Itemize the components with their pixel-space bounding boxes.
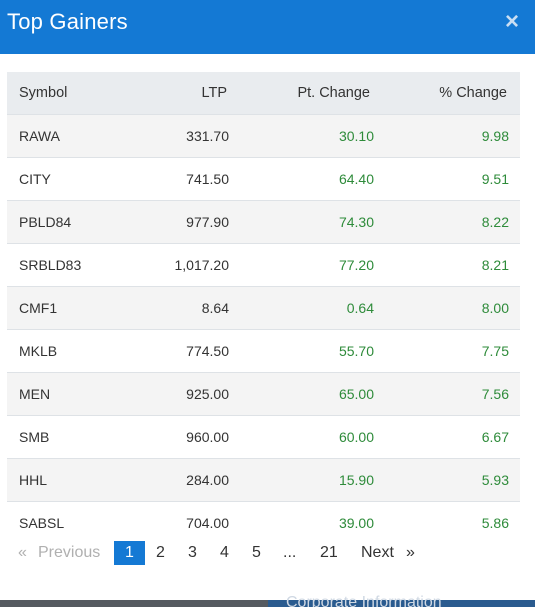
table-row: CMF1 8.64 0.64 8.00 [7, 286, 520, 329]
table-row: CITY 741.50 64.40 9.51 [7, 157, 520, 200]
row-pt-change: 0.64 [346, 299, 374, 316]
prev-arrow-icon: « [18, 544, 27, 561]
footer-panel [268, 600, 535, 607]
row-pt-change: 39.00 [338, 514, 374, 531]
row-pt-change: 77.20 [338, 256, 374, 273]
header-ltp[interactable]: LTP [201, 84, 227, 101]
table-row: HHL 284.00 15.90 5.93 [7, 458, 520, 501]
table-header-row: Symbol LTP Pt. Change % Change [7, 72, 520, 114]
row-symbol[interactable]: PBLD84 [19, 213, 72, 230]
row-ltp: 704.00 [186, 514, 229, 531]
row-pt-change: 55.70 [338, 342, 374, 359]
row-ltp: 1,017.20 [174, 256, 230, 273]
page-button-4[interactable]: 4 [220, 544, 229, 561]
row-pt-change: 30.10 [338, 127, 374, 144]
footer-bar [0, 600, 535, 607]
row-symbol[interactable]: CITY [19, 170, 51, 187]
row-ltp: 741.50 [186, 170, 229, 187]
row-symbol[interactable]: CMF1 [19, 299, 58, 316]
table-row: SRBLD83 1,017.20 77.20 8.21 [7, 243, 520, 286]
table-row: SMB 960.00 60.00 6.67 [7, 415, 520, 458]
row-ltp: 960.00 [186, 428, 229, 445]
row-pct-change: 7.56 [481, 385, 509, 402]
table-row: MKLB 774.50 55.70 7.75 [7, 329, 520, 372]
next-button[interactable]: Next [361, 544, 394, 561]
table-row: PBLD84 977.90 74.30 8.22 [7, 200, 520, 243]
row-pt-change: 65.00 [338, 385, 374, 402]
header-pct-change[interactable]: % Change [439, 84, 507, 101]
row-pct-change: 5.93 [481, 471, 509, 488]
row-pct-change: 5.86 [481, 514, 509, 531]
row-ltp: 8.64 [201, 299, 229, 316]
row-ltp: 284.00 [186, 471, 229, 488]
row-ltp: 331.70 [186, 127, 229, 144]
row-symbol[interactable]: HHL [19, 471, 48, 488]
header-symbol[interactable]: Symbol [19, 84, 68, 101]
close-icon[interactable]: × [504, 8, 519, 35]
row-pt-change: 64.40 [338, 170, 374, 187]
page-button-5[interactable]: 5 [252, 544, 261, 561]
row-pct-change: 8.00 [481, 299, 509, 316]
page-button-21[interactable]: 21 [320, 544, 338, 561]
row-ltp: 977.90 [186, 213, 229, 230]
row-symbol[interactable]: RAWA [19, 127, 60, 144]
gainers-table: Symbol LTP Pt. Change % Change RAWA 331.… [7, 72, 520, 544]
row-symbol[interactable]: SRBLD83 [19, 256, 82, 273]
row-symbol[interactable]: MEN [19, 385, 51, 402]
pagination: « Previous 1 2 3 4 5 ... 21 Next » [7, 541, 520, 567]
row-ltp: 925.00 [186, 385, 229, 402]
table-row: RAWA 331.70 30.10 9.98 [7, 114, 520, 157]
modal-title: Top Gainers [7, 9, 128, 34]
row-pct-change: 8.22 [481, 213, 509, 230]
table-row: MEN 925.00 65.00 7.56 [7, 372, 520, 415]
header-pt-change[interactable]: Pt. Change [297, 84, 370, 101]
row-pt-change: 74.30 [338, 213, 374, 230]
page-button-3[interactable]: 3 [188, 544, 197, 561]
row-pct-change: 7.75 [481, 342, 509, 359]
previous-button: Previous [38, 544, 101, 561]
modal-header: Top Gainers × [0, 0, 535, 54]
row-pct-change: 9.51 [481, 170, 509, 187]
row-symbol[interactable]: SABSL [19, 514, 65, 531]
row-pct-change: 8.21 [481, 256, 509, 273]
next-arrow-icon[interactable]: » [406, 544, 415, 561]
page-button-2[interactable]: 2 [156, 544, 165, 561]
pagination-ellipsis: ... [283, 544, 297, 561]
row-pt-change: 15.90 [338, 471, 374, 488]
row-pct-change: 9.98 [481, 127, 509, 144]
table-row: SABSL 704.00 39.00 5.86 [7, 501, 520, 544]
row-pt-change: 60.00 [338, 428, 374, 445]
row-symbol[interactable]: MKLB [19, 342, 58, 359]
row-ltp: 774.50 [186, 342, 229, 359]
row-pct-change: 6.67 [481, 428, 509, 445]
footer-link[interactable]: Corporate Information [286, 594, 442, 607]
row-symbol[interactable]: SMB [19, 428, 50, 445]
page-button-1[interactable]: 1 [114, 541, 145, 565]
